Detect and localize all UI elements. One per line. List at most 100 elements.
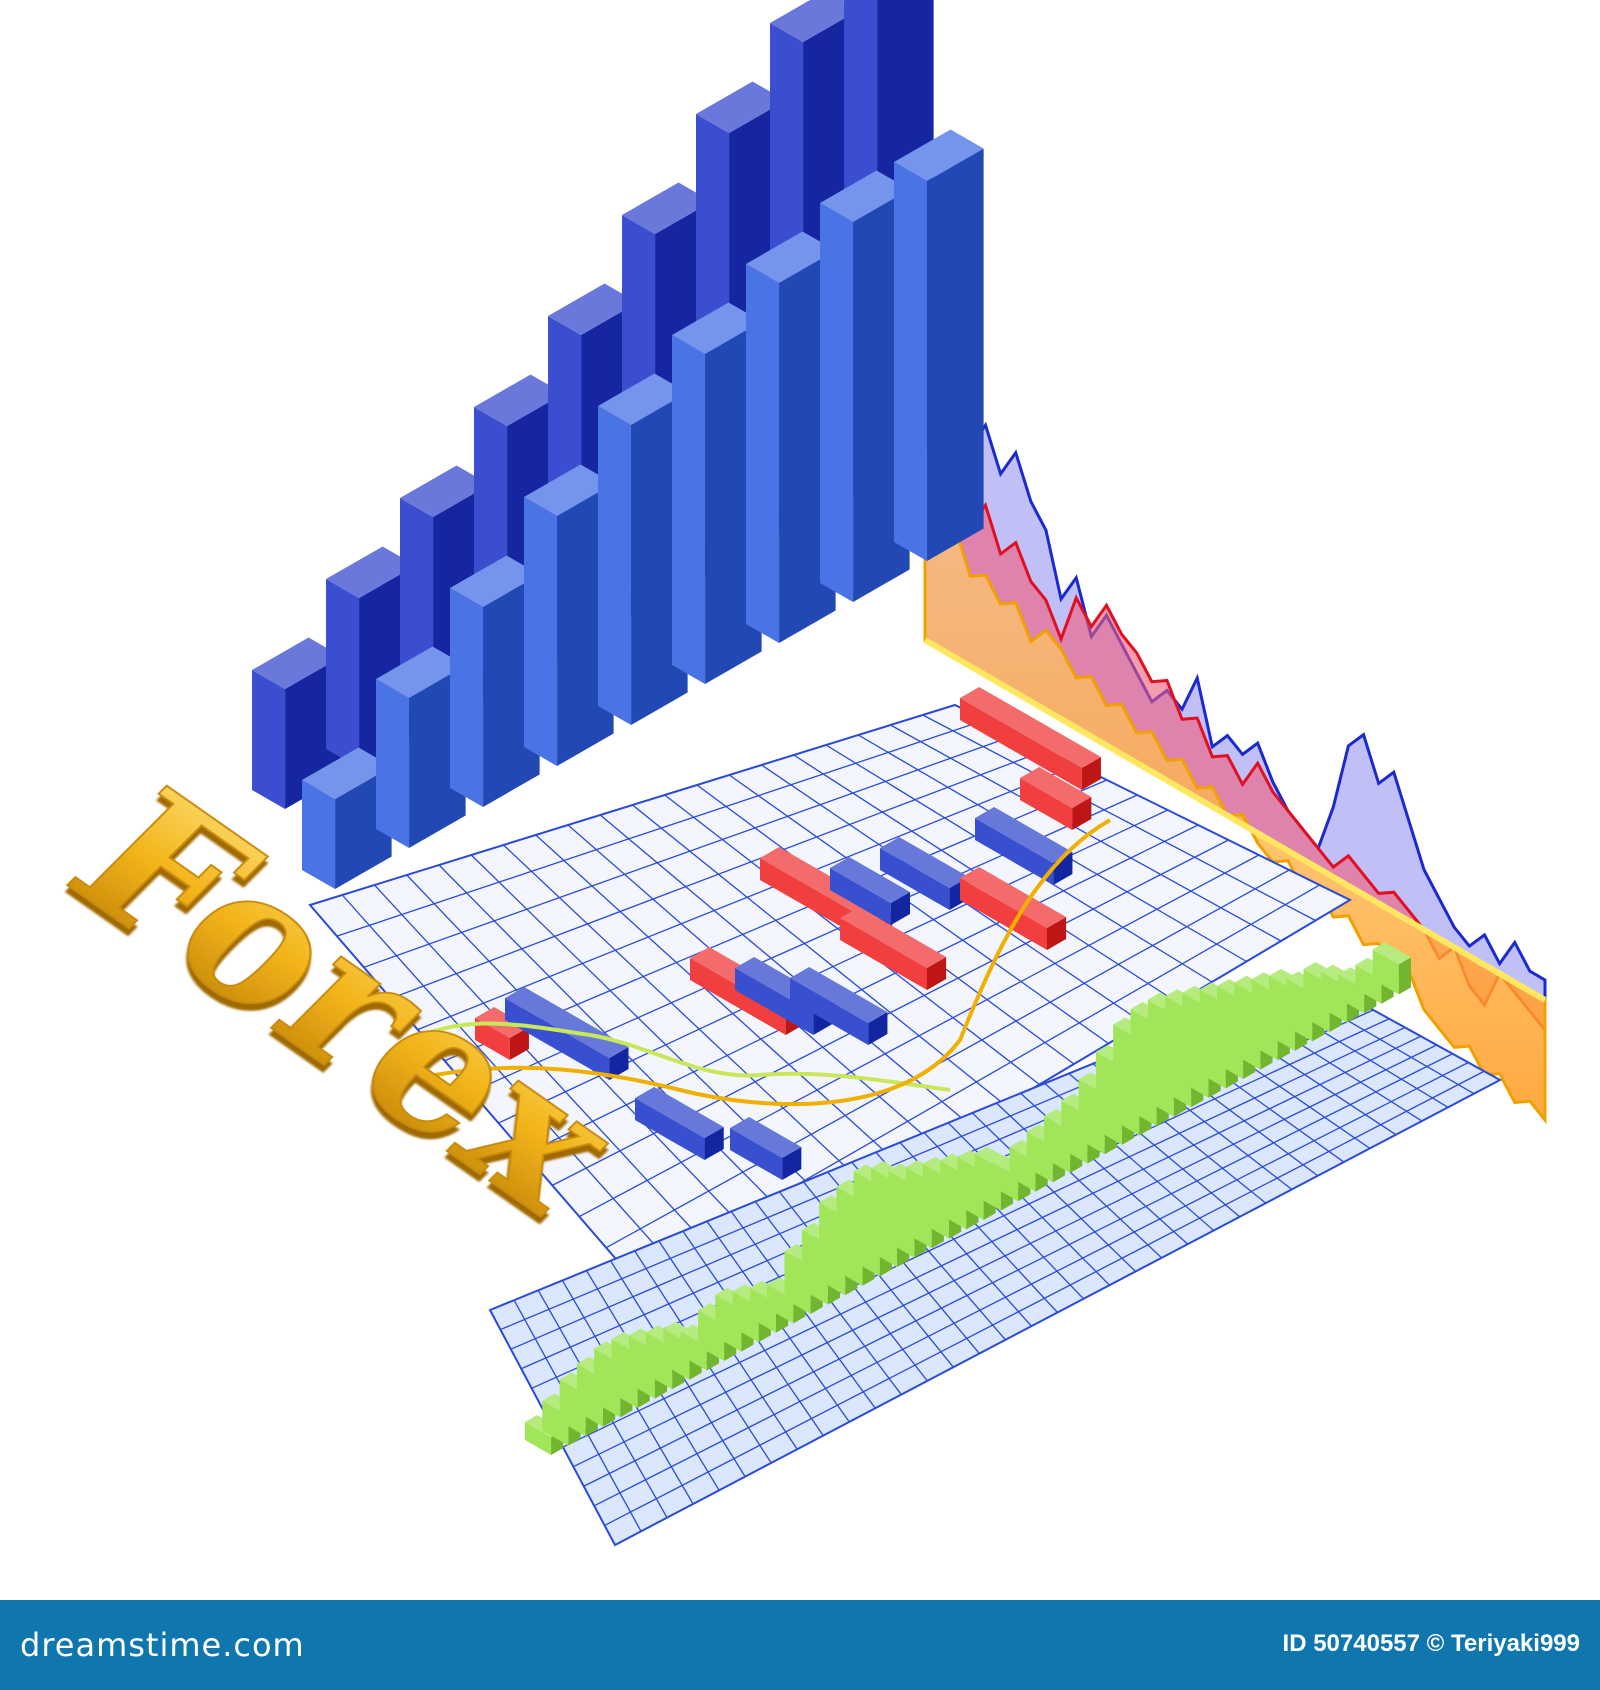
box-left-face: [302, 780, 336, 889]
box-top-face: [326, 546, 416, 598]
candlesticks: [393, 687, 1111, 1180]
candlestick: [975, 807, 1073, 885]
box-left-face: [960, 698, 1082, 790]
box-right-face: [1081, 757, 1101, 790]
box-top-face: [450, 555, 540, 607]
box-top-face: [894, 129, 984, 181]
box-right-face: [509, 1027, 529, 1060]
box-top-face: [252, 637, 342, 689]
box-left-face: [730, 1128, 783, 1180]
box-right-face: [1398, 957, 1411, 995]
box-right-face: [890, 892, 911, 925]
area-series: [923, 309, 1547, 1003]
grid-line: [578, 854, 1260, 1218]
box-left-face: [820, 203, 854, 602]
box-top-face: [548, 283, 638, 335]
box-top-face: [730, 1117, 802, 1158]
candlestick: [730, 1117, 802, 1180]
candlestick: [960, 867, 1067, 950]
box-top-face: [505, 987, 629, 1058]
image-credit: ID 50740557 © Teriyaki999: [1282, 1630, 1580, 1657]
candlestick: [840, 907, 947, 990]
box-top-face: [840, 907, 947, 968]
grid-line: [890, 724, 1282, 942]
box-left-face: [376, 679, 410, 848]
box-left-face: [505, 998, 610, 1080]
grid-line: [728, 774, 1109, 1045]
grid-line: [583, 1053, 1453, 1487]
grid-line: [341, 894, 695, 1290]
box-left-face: [880, 848, 950, 910]
box-left-face: [1355, 964, 1382, 1004]
box-top-face: [1020, 767, 1092, 808]
grid-line: [503, 844, 868, 1188]
moving-average-line: [434, 818, 1111, 1107]
grid-line: [605, 869, 1290, 1249]
blue-bar-chart: [252, 0, 984, 889]
box-left-face: [252, 670, 286, 809]
candlestick: [960, 687, 1101, 790]
grid-line: [632, 804, 1006, 1106]
box-right-face: [609, 1047, 629, 1080]
box-top-face: [622, 182, 712, 234]
box-top-face: [1372, 942, 1411, 965]
box-top-face: [524, 464, 614, 516]
box-right-face: [704, 1127, 724, 1160]
grid-line: [390, 749, 1047, 1000]
box-left-face: [840, 918, 927, 990]
volume-bar: [1372, 942, 1411, 995]
grid-line: [374, 884, 730, 1270]
area-chart-panel: [923, 309, 1547, 1125]
grid-line: [593, 1061, 1469, 1507]
box-top-face: [770, 0, 860, 42]
box-right-face: [1047, 917, 1067, 950]
box-top-face: [746, 231, 836, 283]
grid-line: [562, 1035, 1422, 1448]
box-left-face: [450, 588, 484, 807]
box-top-face: [400, 465, 490, 517]
box-top-face: [598, 373, 688, 425]
box-right-face: [782, 1147, 802, 1180]
box-left-face: [960, 878, 1047, 950]
grid-line: [535, 834, 902, 1167]
grid-line: [599, 814, 971, 1126]
blue-bar-front: [894, 129, 984, 561]
box-left-face: [672, 335, 706, 684]
box-top-face: [880, 837, 969, 888]
box-right-face: [927, 957, 947, 990]
box-top-face: [820, 170, 910, 222]
box-left-face: [975, 818, 1054, 885]
candlestick: [1020, 767, 1092, 830]
box-left-face: [1338, 974, 1365, 1014]
box-left-face: [680, 1331, 707, 1371]
grid-line: [573, 1044, 1437, 1468]
candlestick: [790, 967, 888, 1045]
area-baseline: [923, 637, 1547, 1003]
box-left-face: [894, 162, 928, 561]
grid-line: [922, 714, 1316, 922]
grid-line: [417, 764, 1077, 1031]
brand-logo: dreamstime.com: [20, 1626, 305, 1664]
box-top-face: [830, 857, 911, 903]
box-left-face: [475, 1018, 510, 1060]
box-top-face: [696, 81, 786, 133]
box-left-face: [1020, 778, 1073, 830]
box-left-face: [525, 1422, 552, 1455]
box-left-face: [635, 1098, 705, 1160]
green-volume-bars: [525, 942, 1411, 1455]
box-left-face: [524, 497, 558, 766]
box-right-face: [868, 1012, 888, 1045]
moving-average-line: [393, 1021, 951, 1092]
grid-line: [363, 734, 1016, 968]
box-top-face: [635, 1087, 724, 1138]
footer-bar: dreamstime.com ID 50740557 © Teriyaki999: [0, 1600, 1600, 1690]
box-top-face: [960, 867, 1067, 928]
box-top-face: [474, 374, 564, 426]
box-left-face: [598, 406, 632, 725]
candlestick: [635, 1087, 724, 1160]
box-left-face: [690, 958, 786, 1035]
box-top-face: [790, 967, 888, 1023]
box-right-face: [927, 148, 984, 561]
box-left-face: [746, 264, 780, 643]
box-top-face: [376, 646, 466, 698]
